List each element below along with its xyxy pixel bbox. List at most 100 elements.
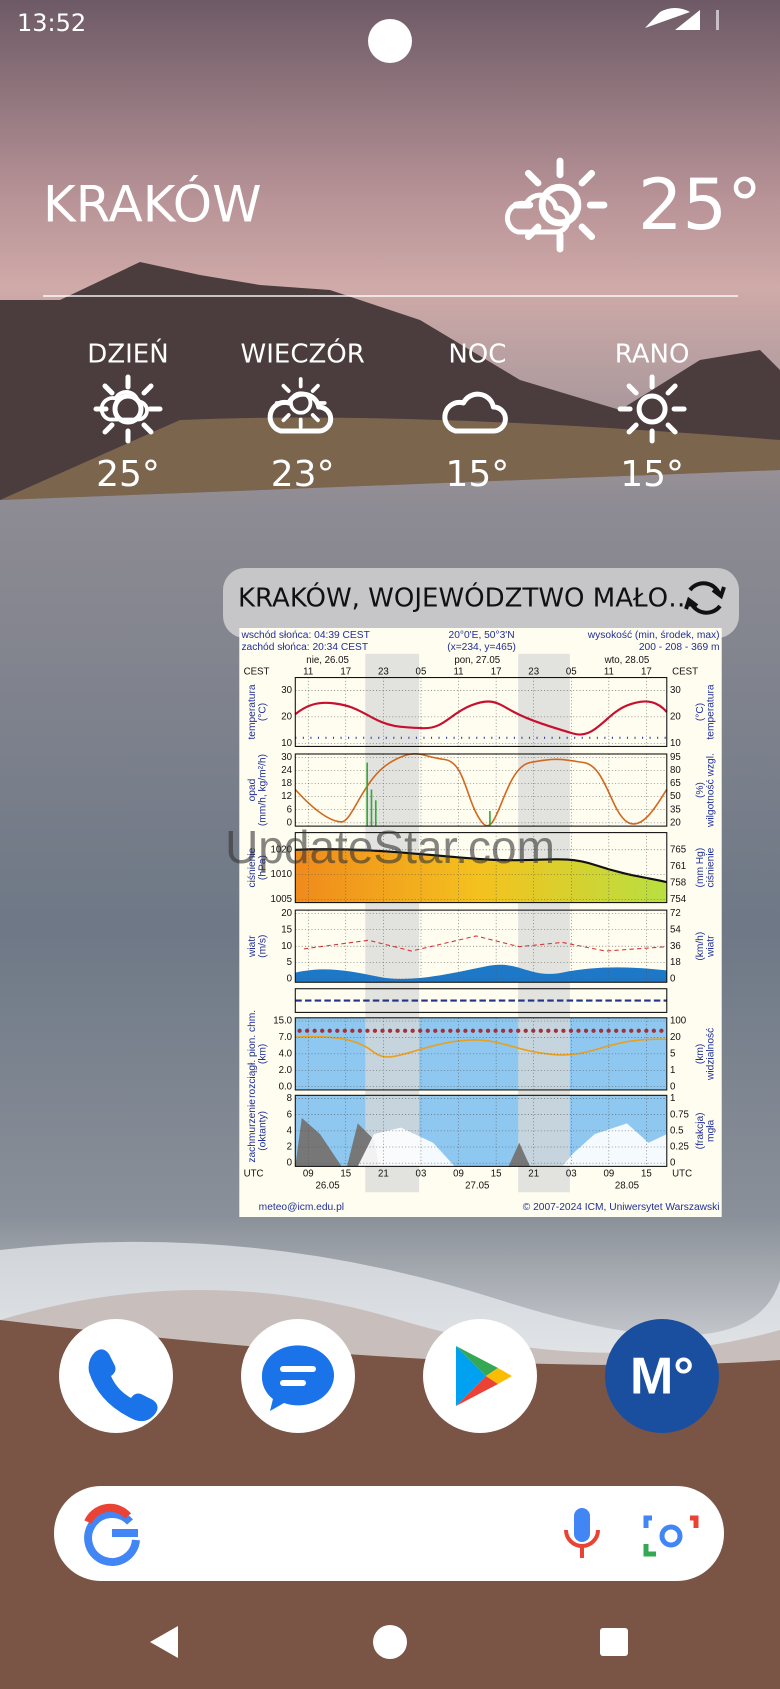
phone-app[interactable] <box>59 1319 173 1433</box>
tick-label: 7.0 <box>279 1032 293 1043</box>
tick-label: 12 <box>281 791 292 802</box>
watermark: UpdateStar.com <box>225 821 555 873</box>
panel-label: (°C) <box>695 703 706 721</box>
tick-label: 20 <box>670 711 681 722</box>
zone-label: UTC <box>244 1168 264 1179</box>
hour-label: 03 <box>566 1168 577 1179</box>
tick-label: 2.0 <box>279 1065 293 1076</box>
status-time: 13:52 <box>17 9 86 37</box>
hour-label: 09 <box>303 1168 314 1179</box>
tick-label: 1 <box>670 1065 675 1076</box>
tick-label: 0 <box>287 1158 293 1169</box>
panel-label: (mm Hg) <box>695 848 706 888</box>
widget-title: KRAKÓW, WOJEWÓDZTWO MAŁO… <box>238 582 694 614</box>
home-button[interactable] <box>373 1625 407 1659</box>
panel-frame <box>294 1094 668 1167</box>
tick-label: 4 <box>287 1125 293 1136</box>
search-bar[interactable] <box>54 1486 724 1581</box>
panel-label: zachmurzenie <box>247 1099 258 1163</box>
tick-label: 54 <box>670 924 681 935</box>
meteo-app[interactable]: M° <box>605 1319 719 1433</box>
tick-label: 6 <box>287 804 292 815</box>
hour-label: 09 <box>453 1168 464 1179</box>
tick-label: 10 <box>281 738 292 749</box>
footer-credit: © 2007-2024 ICM, Uniwersytet Warszawski <box>523 1202 720 1213</box>
forecast-temp: 15° <box>620 454 684 495</box>
tick-label: 10 <box>670 738 681 749</box>
day-label: wto, 28.05 <box>604 655 650 666</box>
forecast-temp: 15° <box>445 454 509 495</box>
camera-cutout <box>368 19 412 63</box>
date-label: 28.05 <box>615 1180 639 1191</box>
tick-label: 20 <box>670 817 681 828</box>
panel-label: (km) <box>695 1044 706 1064</box>
mountains <box>0 262 780 500</box>
surf <box>0 1241 780 1365</box>
current-temp: 25° <box>638 164 762 246</box>
recents-button[interactable] <box>600 1628 628 1656</box>
tick-label: 0 <box>287 974 293 985</box>
meteogram-header: zachód słońca: 20:34 CEST <box>241 642 368 653</box>
tick-label: 0 <box>670 974 676 985</box>
forecast-label: DZIEŃ <box>87 338 168 370</box>
meteogram-curves <box>294 700 669 1167</box>
tick-label: 8 <box>287 1093 292 1104</box>
hour-label: 15 <box>491 1168 502 1179</box>
panel-label: (km/h) <box>695 932 706 961</box>
panel-label: wilgotność wzgl. <box>706 753 717 828</box>
panel-label: (%) <box>695 782 706 798</box>
panel-label: rozciągł. pion. chm. <box>247 1010 258 1098</box>
tick-label: 10 <box>281 941 292 952</box>
refresh-button[interactable] <box>684 581 726 615</box>
panel-frame <box>294 676 668 747</box>
panel-label: temperatura <box>706 684 717 739</box>
zone-label: CEST <box>672 667 698 678</box>
tick-label: 15.0 <box>273 1016 292 1027</box>
meteogram-header: 20°0'E, 50°3'N <box>449 630 515 641</box>
meteogram-header: wysokość (min, środek, max) <box>587 630 720 641</box>
tick-label: 65 <box>670 778 681 789</box>
forecast-temp: 25° <box>96 454 160 495</box>
panel-label: (oktanty) <box>258 1111 269 1151</box>
forecast-temp: 23° <box>271 454 335 495</box>
tick-label: 20 <box>281 908 292 919</box>
tick-label: 4.0 <box>279 1048 293 1059</box>
panel-label: (m/s) <box>258 935 269 958</box>
panel-label: (mm/h, kg/m²/h) <box>258 754 269 826</box>
forecast-label: RANO <box>615 340 690 370</box>
forecast-label: NOC <box>448 340 506 370</box>
hour-label: 05 <box>416 667 427 678</box>
panel-label: temperatura <box>247 684 258 739</box>
meteogram-header: (x=234, y=465) <box>447 642 516 653</box>
panel-label: (frakcja) <box>695 1112 706 1149</box>
tick-label: 20 <box>670 1032 681 1043</box>
tick-label: 18 <box>670 957 681 968</box>
back-button[interactable] <box>150 1626 178 1658</box>
footer-link: meteo@icm.edu.pl <box>259 1202 344 1213</box>
tick-label: 100 <box>670 1016 687 1027</box>
tick-label: 0 <box>287 817 293 828</box>
date-label: 27.05 <box>465 1180 489 1191</box>
day-label: pon, 27.05 <box>454 655 500 666</box>
tick-label: 0.75 <box>670 1109 689 1120</box>
messages-app[interactable] <box>241 1319 355 1433</box>
meteogram-header: wschód słońca: 04:39 CEST <box>240 630 369 641</box>
city-lights <box>0 417 780 500</box>
play-store-app[interactable] <box>423 1319 537 1433</box>
night-bands <box>365 653 570 1193</box>
tick-label: 0.0 <box>279 1081 293 1092</box>
panel-frame <box>294 988 668 1013</box>
hour-label: 23 <box>378 667 389 678</box>
tick-label: 0.25 <box>670 1142 689 1153</box>
tick-label: 5 <box>670 1048 675 1059</box>
hour-label: 15 <box>340 1168 351 1179</box>
panel-frame <box>294 1017 668 1091</box>
panel-frame <box>294 909 668 983</box>
hour-label: 15 <box>641 1168 652 1179</box>
hour-label: 21 <box>528 1168 539 1179</box>
tick-label: 18 <box>281 778 292 789</box>
hour-label: 11 <box>303 667 313 678</box>
